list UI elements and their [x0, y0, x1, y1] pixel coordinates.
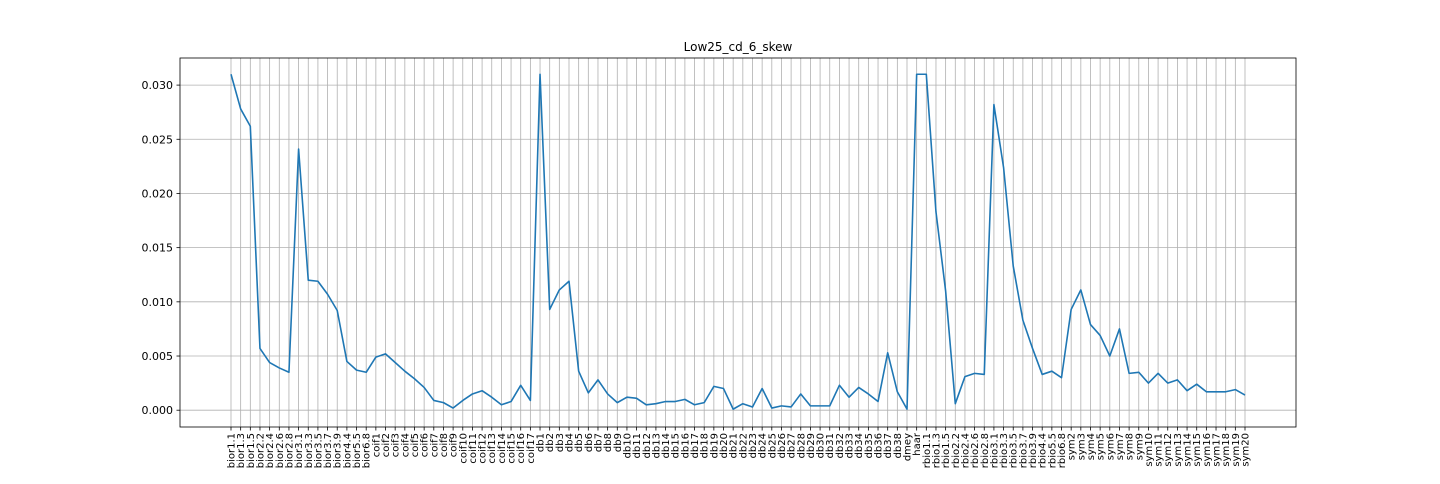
y-tick-label: 0.010 [142, 296, 174, 309]
y-tick-label: 0.020 [142, 187, 174, 200]
y-tick-label: 0.030 [142, 79, 174, 92]
series [231, 74, 1245, 409]
y-tick-label: 0.015 [142, 242, 174, 255]
y-tick-label: 0.005 [142, 350, 174, 363]
series-line [231, 74, 1245, 409]
y-tick-label: 0.000 [142, 404, 174, 417]
y-tick-label: 0.025 [142, 133, 174, 146]
x-tick-label: sym20 [1241, 433, 1252, 467]
chart-title: Low25_cd_6_skew [684, 40, 793, 54]
